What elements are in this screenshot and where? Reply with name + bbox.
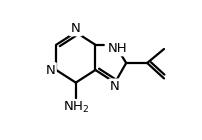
Text: N: N (46, 64, 56, 76)
Text: NH$_2$: NH$_2$ (61, 100, 90, 115)
Text: NH$_2$: NH$_2$ (63, 100, 89, 115)
Text: N: N (110, 80, 120, 93)
Text: NH: NH (106, 42, 128, 55)
Text: NH: NH (107, 42, 127, 55)
Text: N: N (44, 64, 56, 76)
Text: N: N (109, 80, 121, 93)
Text: N: N (71, 22, 81, 35)
Text: N: N (70, 22, 81, 35)
